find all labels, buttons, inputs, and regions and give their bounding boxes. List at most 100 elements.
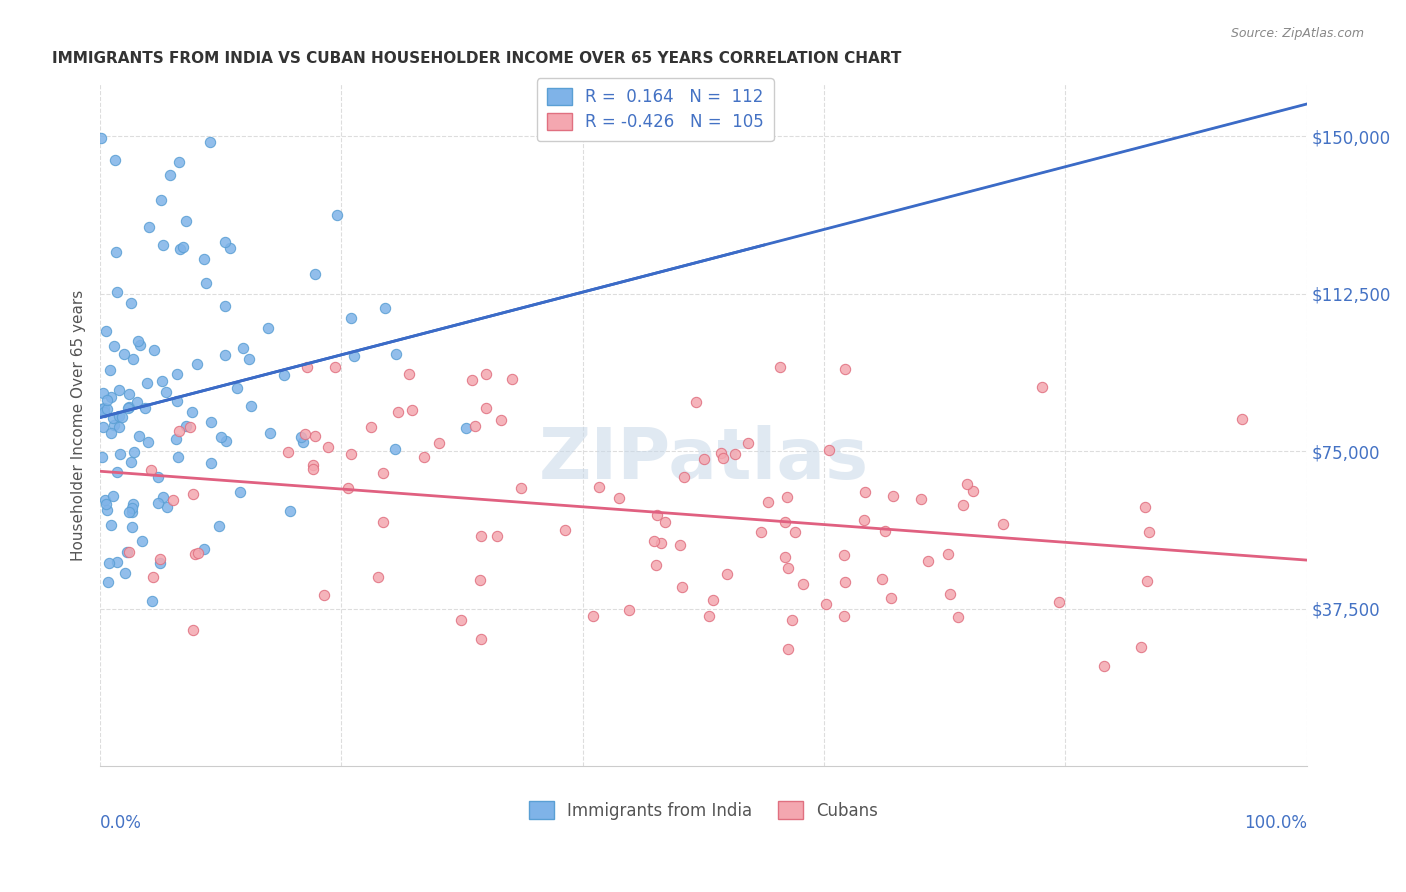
Point <box>470 632 492 646</box>
Point <box>617 603 640 617</box>
Point <box>131 534 153 549</box>
Point <box>174 419 197 434</box>
Point <box>200 456 222 470</box>
Point <box>384 442 406 456</box>
Point <box>232 341 254 355</box>
Point <box>834 362 856 376</box>
Point <box>120 295 142 310</box>
Point <box>318 440 340 454</box>
Point <box>122 498 145 512</box>
Point <box>209 430 232 444</box>
Point <box>114 566 136 580</box>
Point <box>588 480 610 494</box>
Point <box>780 614 803 628</box>
Point <box>101 411 124 425</box>
Point <box>105 285 128 299</box>
Point <box>141 594 163 608</box>
Point <box>91 450 114 464</box>
Point <box>165 432 187 446</box>
Point <box>413 450 436 464</box>
Point <box>108 383 131 397</box>
Text: 100.0%: 100.0% <box>1244 814 1306 832</box>
Point <box>214 235 236 249</box>
Point <box>117 545 139 559</box>
Point <box>128 429 150 443</box>
Legend: Immigrants from India, Cubans: Immigrants from India, Cubans <box>523 795 884 826</box>
Point <box>96 503 118 517</box>
Point <box>214 299 236 313</box>
Text: 0.0%: 0.0% <box>100 814 142 832</box>
Point <box>97 574 120 589</box>
Point <box>138 220 160 235</box>
Point <box>226 381 249 395</box>
Point <box>91 386 114 401</box>
Point <box>118 401 141 415</box>
Point <box>104 153 127 167</box>
Point <box>792 577 814 591</box>
Point <box>96 401 118 416</box>
Point <box>142 570 165 584</box>
Point <box>952 498 974 512</box>
Point <box>118 504 141 518</box>
Point <box>991 516 1014 531</box>
Point <box>301 458 323 473</box>
Point <box>108 420 131 434</box>
Point <box>90 402 112 417</box>
Point <box>122 351 145 366</box>
Point <box>152 491 174 505</box>
Point <box>115 545 138 559</box>
Point <box>277 445 299 459</box>
Point <box>956 476 979 491</box>
Point <box>737 435 759 450</box>
Point <box>127 395 149 409</box>
Point <box>134 401 156 416</box>
Point <box>875 524 897 538</box>
Point <box>401 403 423 417</box>
Point <box>141 463 163 477</box>
Point <box>93 401 115 416</box>
Point <box>582 609 605 624</box>
Point <box>148 552 170 566</box>
Point <box>853 485 876 500</box>
Point <box>654 515 676 529</box>
Point <box>650 536 672 550</box>
Point <box>181 487 204 501</box>
Point <box>962 483 984 498</box>
Point <box>186 357 208 371</box>
Point <box>304 268 326 282</box>
Point <box>107 409 129 424</box>
Point <box>450 613 472 627</box>
Point <box>917 554 939 568</box>
Point <box>150 374 173 388</box>
Point <box>179 420 201 434</box>
Point <box>778 642 800 657</box>
Point <box>946 610 969 624</box>
Point <box>146 496 169 510</box>
Point <box>96 393 118 408</box>
Point <box>94 492 117 507</box>
Point <box>501 372 523 386</box>
Point <box>97 556 120 570</box>
Point <box>880 591 903 605</box>
Y-axis label: Householder Income Over 65 years: Householder Income Over 65 years <box>72 289 86 560</box>
Point <box>360 419 382 434</box>
Point <box>1136 574 1159 588</box>
Point <box>323 360 346 375</box>
Point <box>127 334 149 349</box>
Point <box>832 549 855 563</box>
Point <box>101 489 124 503</box>
Point <box>697 608 720 623</box>
Point <box>257 321 280 335</box>
Point <box>105 465 128 479</box>
Point <box>166 393 188 408</box>
Point <box>713 451 735 466</box>
Point <box>870 572 893 586</box>
Point <box>193 252 215 266</box>
Point <box>693 451 716 466</box>
Point <box>259 425 281 440</box>
Point <box>100 426 122 441</box>
Point <box>90 131 112 145</box>
Point <box>815 597 838 611</box>
Point <box>98 362 121 376</box>
Point <box>156 500 179 515</box>
